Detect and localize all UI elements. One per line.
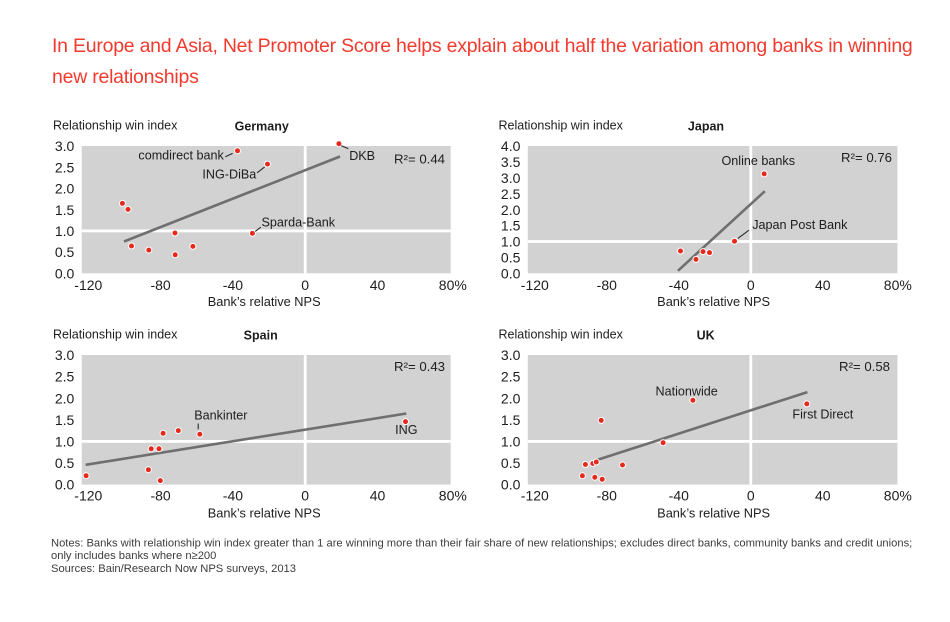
svg-text:-80: -80 [597, 277, 617, 293]
svg-text:Notes: Banks with relationship: Notes: Banks with relationship win index… [51, 538, 912, 550]
svg-text:Online banks: Online banks [722, 154, 796, 168]
svg-text:R²= 0.76: R²= 0.76 [841, 150, 892, 165]
svg-text:-40: -40 [669, 277, 689, 293]
svg-text:-120: -120 [74, 487, 102, 503]
svg-text:R²= 0.58: R²= 0.58 [839, 359, 890, 374]
svg-text:Bankinter: Bankinter [194, 409, 247, 423]
svg-text:1.5: 1.5 [55, 202, 75, 218]
svg-text:Bank’s relative NPS: Bank’s relative NPS [208, 505, 321, 520]
svg-text:Relationship win index: Relationship win index [499, 328, 624, 342]
svg-text:-40: -40 [669, 487, 689, 503]
svg-text:comdirect bank: comdirect bank [138, 149, 224, 163]
svg-text:DKB: DKB [349, 149, 375, 163]
svg-text:new relationships: new relationships [52, 66, 199, 88]
svg-text:2.0: 2.0 [501, 390, 521, 406]
svg-text:2.5: 2.5 [501, 369, 521, 385]
svg-text:80%: 80% [884, 487, 912, 503]
svg-text:0.0: 0.0 [55, 477, 75, 493]
svg-text:Spain: Spain [244, 329, 278, 343]
svg-text:0.5: 0.5 [55, 244, 75, 260]
svg-text:Relationship win index: Relationship win index [499, 119, 624, 133]
svg-text:UK: UK [697, 329, 715, 343]
svg-text:2.5: 2.5 [55, 369, 75, 385]
svg-text:First Direct: First Direct [792, 407, 853, 421]
svg-text:3.0: 3.0 [55, 347, 75, 363]
svg-text:0: 0 [301, 277, 309, 293]
svg-text:3.0: 3.0 [501, 170, 521, 186]
svg-text:1.5: 1.5 [501, 412, 521, 428]
svg-text:0.5: 0.5 [501, 455, 521, 471]
svg-text:-80: -80 [597, 487, 617, 503]
svg-text:40: 40 [815, 487, 831, 503]
svg-text:1.0: 1.0 [501, 234, 521, 250]
svg-text:0.5: 0.5 [55, 455, 75, 471]
svg-text:80%: 80% [439, 487, 467, 503]
svg-text:Nationwide: Nationwide [656, 385, 718, 399]
svg-text:3.0: 3.0 [55, 138, 75, 154]
svg-text:40: 40 [370, 277, 386, 293]
svg-text:-120: -120 [74, 277, 102, 293]
svg-text:-120: -120 [521, 277, 549, 293]
svg-text:1.5: 1.5 [55, 412, 75, 428]
svg-text:ING-DiBa: ING-DiBa [202, 168, 256, 182]
svg-text:3.5: 3.5 [501, 154, 521, 170]
svg-text:-40: -40 [223, 487, 243, 503]
svg-text:ING: ING [395, 423, 417, 437]
svg-text:40: 40 [815, 277, 831, 293]
svg-text:0.0: 0.0 [501, 265, 521, 281]
svg-text:-80: -80 [150, 487, 170, 503]
svg-text:R²= 0.43: R²= 0.43 [394, 359, 445, 374]
svg-text:2.0: 2.0 [55, 390, 75, 406]
svg-text:1.0: 1.0 [55, 434, 75, 450]
svg-text:Bank’s relative NPS: Bank’s relative NPS [208, 294, 321, 309]
svg-text:0: 0 [747, 277, 755, 293]
svg-text:Germany: Germany [235, 120, 289, 134]
svg-text:0: 0 [301, 487, 309, 503]
svg-text:0.0: 0.0 [501, 477, 521, 493]
svg-text:Sources: Bain/Research Now NPS: Sources: Bain/Research Now NPS surveys, … [51, 563, 296, 575]
svg-text:R²= 0.44: R²= 0.44 [394, 151, 445, 166]
svg-text:Bank’s relative NPS: Bank’s relative NPS [657, 294, 770, 309]
svg-text:2.0: 2.0 [501, 202, 521, 218]
svg-text:40: 40 [370, 487, 386, 503]
svg-text:only includes banks where n≥20: only includes banks where n≥200 [51, 550, 216, 562]
svg-text:-120: -120 [521, 487, 549, 503]
svg-text:2.0: 2.0 [55, 181, 75, 197]
svg-text:3.0: 3.0 [501, 347, 521, 363]
svg-text:Japan: Japan [688, 120, 724, 134]
svg-text:Bank’s relative NPS: Bank’s relative NPS [657, 505, 770, 520]
svg-text:80%: 80% [884, 277, 912, 293]
svg-text:-80: -80 [150, 277, 170, 293]
svg-text:0: 0 [747, 487, 755, 503]
svg-text:Sparda-Bank: Sparda-Bank [262, 215, 336, 229]
svg-text:Japan Post Bank: Japan Post Bank [752, 218, 848, 232]
svg-text:4.0: 4.0 [501, 138, 521, 154]
svg-text:1.0: 1.0 [55, 223, 75, 239]
svg-text:1.0: 1.0 [501, 434, 521, 450]
svg-text:In Europe and Asia, Net Promot: In Europe and Asia, Net Promoter Score h… [52, 35, 913, 57]
svg-text:2.5: 2.5 [501, 186, 521, 202]
svg-text:-40: -40 [223, 277, 243, 293]
svg-text:Relationship win index: Relationship win index [53, 328, 178, 342]
svg-text:Relationship win index: Relationship win index [53, 119, 178, 133]
svg-text:0.0: 0.0 [55, 265, 75, 281]
svg-text:80%: 80% [439, 277, 467, 293]
svg-text:2.5: 2.5 [55, 159, 75, 175]
svg-text:0.5: 0.5 [501, 249, 521, 265]
svg-text:1.5: 1.5 [501, 218, 521, 234]
